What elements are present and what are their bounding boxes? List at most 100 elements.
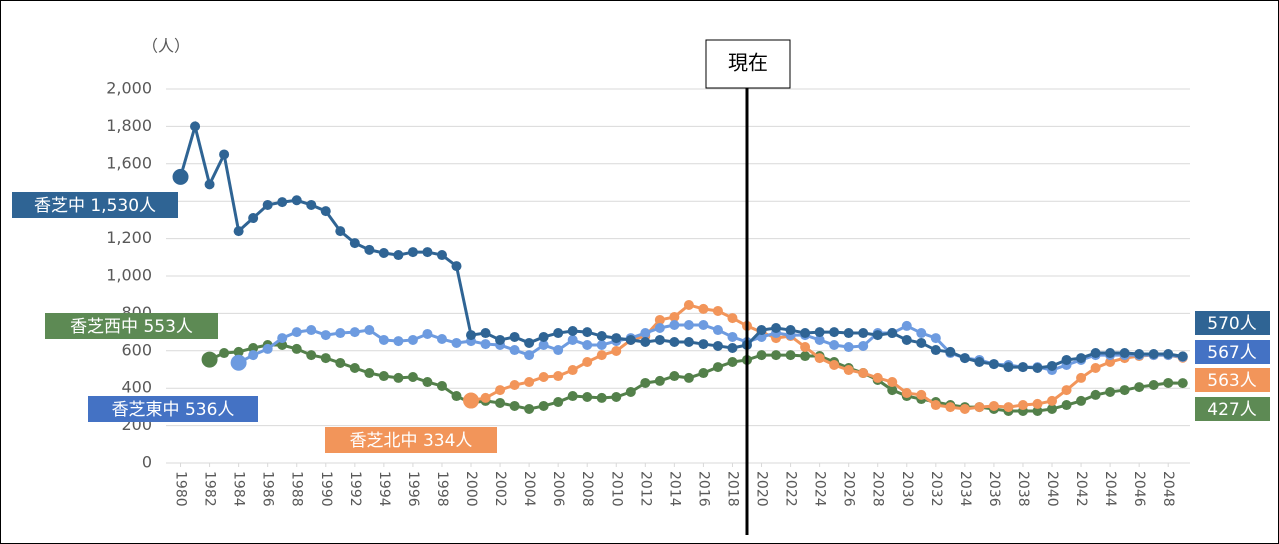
point — [712, 362, 723, 373]
end-label: 570人 — [1207, 314, 1256, 334]
end-label-group: 570人 — [1195, 311, 1270, 335]
point — [785, 350, 796, 361]
point — [306, 350, 317, 361]
point — [524, 403, 535, 414]
point — [611, 345, 622, 356]
point — [219, 348, 230, 359]
point — [1003, 362, 1014, 373]
x-tick-label: 2018 — [724, 471, 740, 507]
x-tick-label: 2022 — [783, 471, 799, 507]
point — [712, 340, 723, 351]
point — [843, 328, 854, 339]
point — [858, 368, 869, 379]
point — [683, 337, 694, 348]
point — [1076, 395, 1087, 406]
point — [654, 322, 665, 333]
point — [567, 391, 578, 402]
point — [1134, 382, 1145, 393]
point — [1076, 353, 1087, 364]
point — [698, 339, 709, 350]
point — [771, 350, 782, 361]
point — [422, 328, 433, 339]
point — [524, 377, 535, 388]
point — [625, 386, 636, 397]
point — [262, 343, 273, 354]
y-tick-label: 1,200 — [106, 228, 152, 247]
point — [553, 397, 564, 408]
point — [1105, 386, 1116, 397]
point — [1090, 389, 1101, 400]
point — [230, 354, 247, 371]
point — [277, 197, 288, 208]
point — [959, 403, 970, 414]
point — [538, 400, 549, 411]
point — [1119, 385, 1130, 396]
point — [800, 351, 811, 362]
x-tick-label: 2028 — [870, 471, 886, 507]
point — [291, 327, 302, 338]
point — [654, 375, 665, 386]
point — [567, 365, 578, 376]
point — [1017, 362, 1028, 373]
point — [872, 372, 883, 383]
point — [277, 340, 288, 351]
point — [1163, 377, 1174, 388]
point — [1177, 378, 1188, 389]
x-tick-label: 2010 — [608, 471, 624, 507]
point — [1047, 403, 1058, 414]
point — [582, 327, 593, 338]
point — [248, 350, 259, 361]
x-tick-label: 2046 — [1131, 471, 1147, 507]
point — [335, 328, 346, 339]
end-label: 567人 — [1207, 343, 1256, 363]
point — [988, 359, 999, 370]
point — [393, 250, 404, 261]
point — [814, 327, 825, 338]
point — [407, 371, 418, 382]
point — [349, 238, 360, 249]
point — [596, 392, 607, 403]
point — [233, 346, 244, 357]
point — [829, 360, 840, 371]
point — [1177, 351, 1188, 362]
point — [1047, 395, 1058, 406]
point — [320, 206, 331, 217]
point — [1076, 372, 1087, 383]
point — [640, 337, 651, 348]
point — [509, 331, 520, 342]
point — [596, 331, 607, 342]
point — [1032, 398, 1043, 409]
x-tick-label: 2036 — [986, 471, 1002, 507]
series-label: 香芝西中 553人 — [45, 313, 218, 339]
y-tick-label: 2,000 — [106, 79, 152, 98]
y-tick-label: 1,000 — [106, 266, 152, 285]
unit-label: （人） — [142, 37, 190, 56]
point — [422, 377, 433, 388]
point — [306, 325, 317, 336]
point — [654, 334, 665, 345]
point — [172, 168, 189, 185]
point — [625, 334, 636, 345]
point — [495, 397, 506, 408]
point — [771, 322, 782, 333]
now-label: 現在 — [728, 51, 768, 75]
point — [320, 353, 331, 364]
point — [509, 345, 520, 356]
end-label-group: 427人 — [1195, 397, 1270, 421]
point — [495, 385, 506, 396]
point — [1090, 363, 1101, 374]
point — [916, 389, 927, 400]
point — [1134, 348, 1145, 359]
start-label: 香芝中 1,530人 — [34, 196, 156, 216]
label-box — [1195, 311, 1270, 335]
y-tick-label: 1,600 — [106, 153, 152, 172]
x-tick-label: 2004 — [521, 471, 537, 507]
point — [451, 261, 462, 272]
point — [219, 149, 230, 160]
point — [1148, 348, 1159, 359]
point — [407, 247, 418, 258]
point — [800, 342, 811, 353]
point — [582, 357, 593, 368]
x-tick-label: 1994 — [376, 471, 392, 507]
label-box — [1195, 368, 1270, 392]
